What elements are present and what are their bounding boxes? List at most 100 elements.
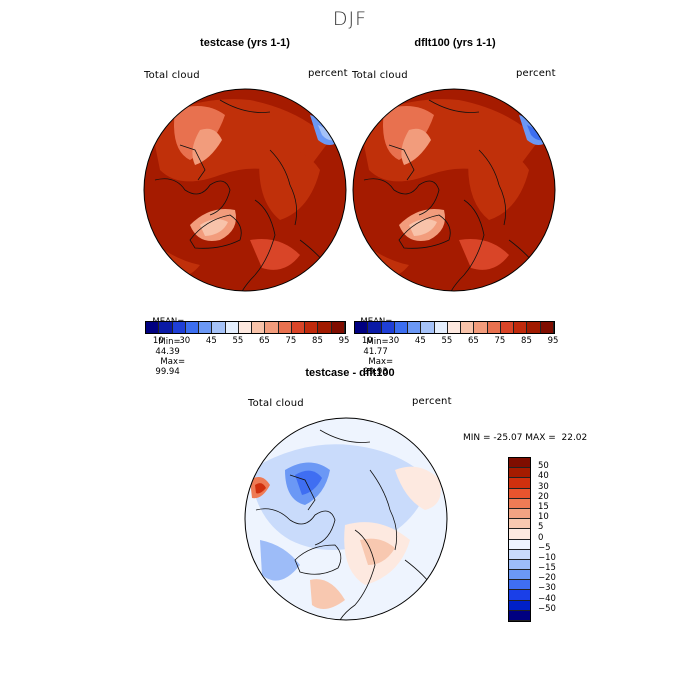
- colorbar-swatch: [212, 322, 226, 333]
- colorbar-swatch: [509, 570, 530, 581]
- colorbar-swatch: [199, 322, 213, 333]
- colorbar-tick-label: 30: [179, 336, 191, 346]
- colorbar-swatch: [509, 610, 530, 621]
- colorbar-tick-label: 10: [361, 336, 373, 346]
- colorbar-swatch: [421, 322, 435, 333]
- colorbar-tick-label: 95: [547, 336, 559, 346]
- stat-min-value: 44.39: [155, 347, 180, 357]
- colorbar-testcase: [145, 321, 346, 334]
- colorbar-swatch: [331, 322, 345, 333]
- colorbar-tick-label: 5: [538, 522, 544, 533]
- panel-title-dflt100: dflt100 (yrs 1-1): [414, 37, 496, 49]
- colorbar-swatch: [509, 590, 530, 601]
- colorbar-tick-label: 75: [494, 336, 506, 346]
- colorbar-swatch: [509, 580, 530, 591]
- diff-units-label: percent: [412, 396, 452, 407]
- colorbar-tick-label: 45: [414, 336, 426, 346]
- colorbar-swatch: [146, 322, 160, 333]
- colorbar-swatch: [500, 322, 515, 333]
- colorbar-tick-label: 85: [312, 336, 323, 346]
- colorbar-swatch: [527, 322, 541, 333]
- colorbar-swatch: [509, 539, 530, 550]
- colorbar-swatch: [305, 322, 319, 333]
- diff-panel-title: testcase - dflt100: [305, 367, 395, 379]
- colorbar-swatch: [355, 322, 369, 333]
- colorbar-tick-label: 40: [538, 471, 549, 482]
- colorbar-swatch: [509, 519, 530, 530]
- colorbar-tick-label: 75: [285, 336, 297, 346]
- colorbar-swatch: [540, 322, 554, 333]
- colorbar-swatch: [225, 322, 239, 333]
- colorbar-tick-label: −50: [538, 603, 556, 614]
- colorbar-swatch: [252, 322, 266, 333]
- colorbar-tick-label: 10: [538, 512, 549, 523]
- colorbar-tick-label: 20: [538, 491, 549, 502]
- colorbar-swatch: [509, 559, 530, 571]
- colorbar-tick-label: 55: [232, 336, 244, 346]
- colorbar-swatch: [509, 458, 530, 469]
- colorbar-tick-label: 65: [258, 336, 270, 346]
- colorbar-swatch: [172, 322, 186, 333]
- colorbar-swatch: [185, 322, 200, 333]
- colorbar-swatch: [509, 498, 530, 509]
- diff-field-label: Total cloud: [248, 398, 304, 409]
- colorbar-tick-label: −40: [538, 593, 556, 604]
- colorbar-swatch: [509, 600, 530, 611]
- stat-max-label: Max=: [160, 357, 186, 367]
- page-title: DJF: [332, 8, 368, 30]
- colorbar-swatch: [278, 322, 292, 333]
- colorbar-swatch: [509, 478, 530, 489]
- colorbar-swatch: [368, 322, 382, 333]
- colorbar-swatch: [509, 468, 530, 479]
- colorbar-swatch: [509, 488, 530, 499]
- colorbar-swatch: [238, 322, 253, 333]
- colorbar-swatch: [514, 322, 528, 333]
- colorbar-swatch: [461, 322, 475, 333]
- colorbar-tick-label: −30: [538, 583, 556, 594]
- field-label-dflt100: Total cloud: [352, 70, 408, 81]
- colorbar-swatch: [381, 322, 395, 333]
- colorbar-tick-label: 30: [538, 481, 549, 492]
- colorbar-tick-label: −10: [538, 552, 556, 563]
- stat-max-value: 99.94: [155, 367, 180, 377]
- stat-min-value: 41.77: [363, 347, 388, 357]
- stat-max-value: 99.93: [363, 367, 388, 377]
- stat-min-label: Min=: [158, 337, 181, 347]
- colorbar-tick-label: 50: [538, 461, 549, 472]
- colorbar-swatch: [318, 322, 332, 333]
- colorbar-swatch: [447, 322, 462, 333]
- colorbar-swatch: [159, 322, 173, 333]
- panel-title-testcase: testcase (yrs 1-1): [200, 37, 290, 49]
- colorbar-tick-label: −5: [538, 542, 551, 553]
- colorbar-swatch: [394, 322, 409, 333]
- colorbar-tick-label: 30: [388, 336, 400, 346]
- colorbar-tick-label: 55: [441, 336, 453, 346]
- colorbar-swatch: [509, 549, 530, 560]
- colorbar-swatch: [509, 529, 530, 540]
- colorbar-ticks-diff: 50 40 30 20 15 10 5 0 −5 −10 −15 −20 −30 −40 −50: [538, 457, 578, 622]
- colorbar-tick-label: 0: [538, 532, 544, 543]
- colorbar-tick-label: 95: [338, 336, 350, 346]
- colorbar-swatch: [291, 322, 306, 333]
- stat-max-label: Max=: [368, 357, 394, 367]
- colorbar-diff: [508, 457, 531, 622]
- colorbar-tick-label: 45: [205, 336, 217, 346]
- colorbar-swatch: [509, 508, 530, 520]
- diff-min-max: MIN = -25.07 MAX = 22.02: [463, 433, 588, 443]
- colorbar-swatch: [408, 322, 422, 333]
- colorbar-tick-label: −15: [538, 563, 556, 574]
- colorbar-tick-label: 15: [538, 501, 549, 512]
- colorbar-swatch: [487, 322, 501, 333]
- colorbar-tick-label: 10: [152, 336, 164, 346]
- colorbar-swatch: [265, 322, 279, 333]
- stat-min-label: Min=: [366, 337, 389, 347]
- units-label-testcase: percent: [308, 68, 348, 79]
- colorbar-dflt100: [354, 321, 555, 334]
- colorbar-swatch: [434, 322, 448, 333]
- units-label-dflt100: percent: [516, 68, 556, 79]
- colorbar-ticks-testcase: 10 30 45 55 65 75 85 95: [145, 336, 350, 348]
- colorbar-tick-label: −20: [538, 573, 556, 584]
- colorbar-swatch: [474, 322, 488, 333]
- colorbar-tick-label: 65: [467, 336, 479, 346]
